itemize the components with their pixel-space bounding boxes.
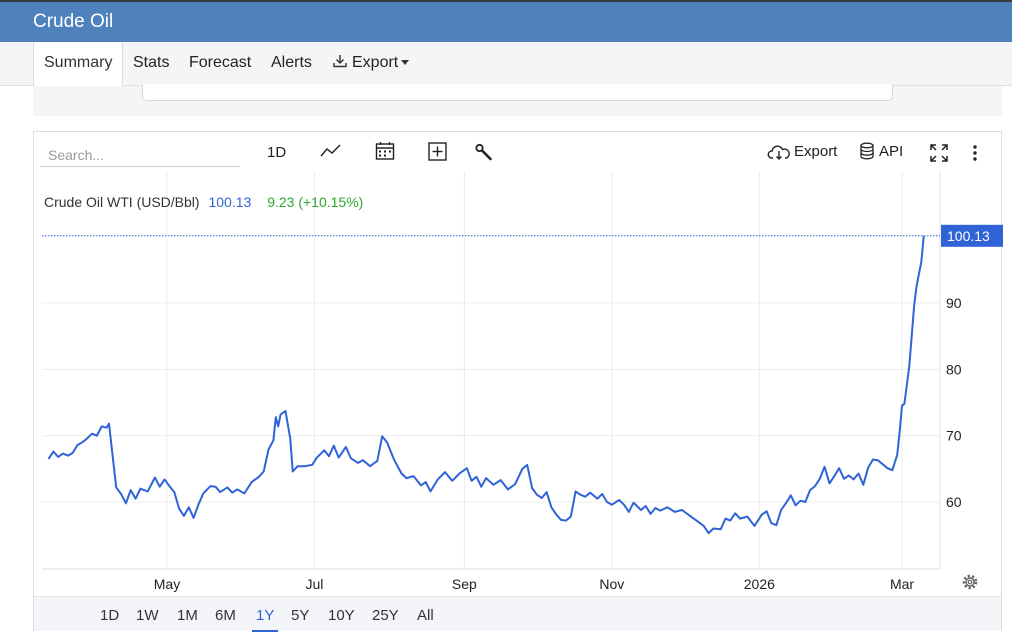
fullscreen-icon[interactable] [929, 143, 949, 163]
tab-alerts-label: Alerts [271, 54, 312, 71]
content-band [33, 84, 1002, 116]
more-options-icon[interactable] [970, 144, 980, 162]
content-box [142, 84, 893, 101]
add-indicator-icon[interactable] [428, 142, 447, 161]
range-5y[interactable]: 5Y [291, 607, 310, 624]
tab-stats[interactable]: Stats [123, 42, 179, 86]
chevron-down-icon [401, 60, 410, 66]
export-dropdown[interactable]: Export [322, 42, 419, 86]
tab-forecast[interactable]: Forecast [179, 42, 261, 86]
api-button[interactable]: API [879, 143, 904, 160]
database-icon[interactable] [859, 142, 875, 160]
search-input[interactable] [40, 143, 240, 167]
settings-gear-icon [962, 574, 978, 590]
line-chart-icon[interactable] [320, 143, 342, 159]
calendar-icon[interactable] [375, 141, 395, 161]
range-1d[interactable]: 1D [100, 607, 120, 624]
app-header: Crude Oil [0, 0, 1012, 42]
tab-summary-label: Summary [44, 54, 113, 71]
range-6m[interactable]: 6M [215, 607, 236, 624]
export-button[interactable]: Export [794, 143, 838, 160]
tab-summary[interactable]: Summary [33, 42, 123, 87]
tab-bar: Summary Stats Forecast Alerts Export [0, 42, 1012, 87]
range-10y[interactable]: 10Y [328, 607, 355, 624]
range-1m[interactable]: 1M [177, 607, 198, 624]
range-1w[interactable]: 1W [136, 607, 159, 624]
export-tab-label: Export [352, 54, 399, 71]
range-25y[interactable]: 25Y [372, 607, 399, 624]
interval-button[interactable]: 1D [267, 144, 287, 161]
range-all[interactable]: All [417, 607, 434, 624]
tab-alerts[interactable]: Alerts [261, 42, 322, 86]
page-title: Crude Oil [33, 11, 114, 32]
cloud-download-icon[interactable] [767, 143, 791, 161]
range-selector: 1D 1W 1M 6M 1Y 5Y 10Y 25Y All [34, 596, 1001, 632]
download-icon [333, 55, 347, 68]
chart-panel [33, 131, 1002, 631]
tab-forecast-label: Forecast [189, 54, 252, 71]
range-1y[interactable]: 1Y [251, 607, 279, 632]
tab-stats-label: Stats [133, 54, 170, 71]
wrench-icon[interactable] [474, 143, 494, 163]
